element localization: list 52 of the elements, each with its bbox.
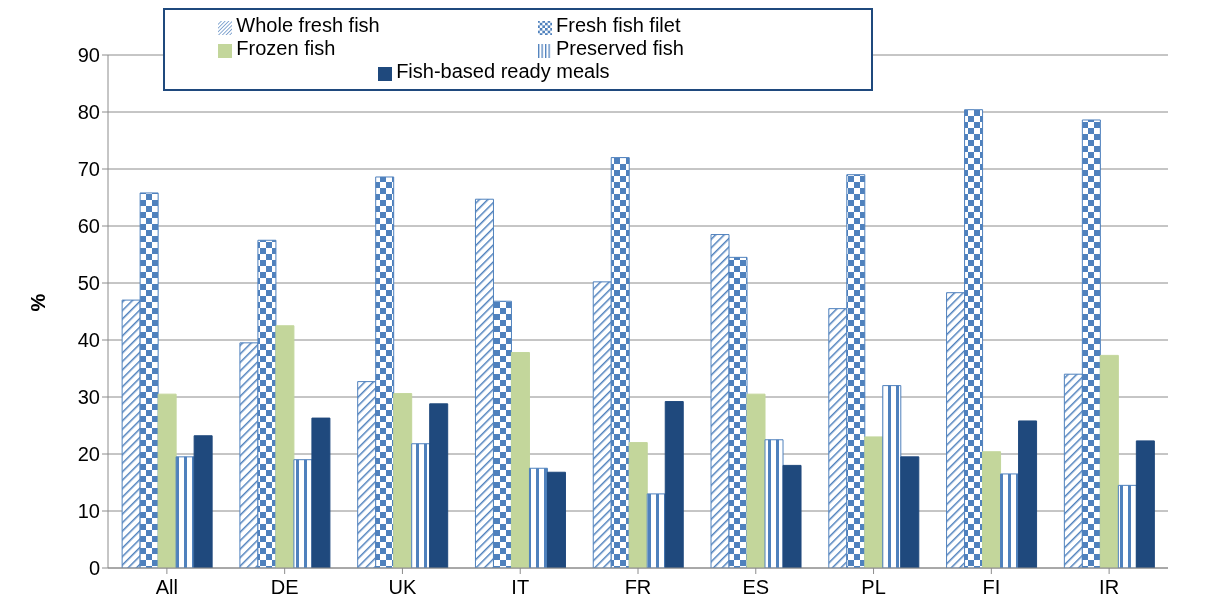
- bar: [1135, 440, 1155, 568]
- bar: [1117, 484, 1137, 568]
- bar: [746, 393, 766, 568]
- bar: [664, 401, 684, 568]
- x-tick-label: IT: [511, 576, 530, 599]
- bar: [982, 451, 1002, 568]
- y-tick-label: 70: [77, 158, 100, 181]
- y-tick-label: 50: [77, 272, 100, 295]
- x-tick-label: ES: [742, 576, 770, 599]
- x-tick-label: DE: [270, 576, 299, 599]
- x-tick-label: FR: [624, 576, 652, 599]
- y-tick-label: 40: [77, 329, 100, 352]
- bar: [393, 393, 413, 568]
- bar: [1018, 420, 1038, 568]
- legend-label: Frozen fish: [236, 37, 336, 59]
- bar: [764, 439, 784, 568]
- bar: [864, 436, 884, 568]
- legend-label: Whole fresh fish: [236, 14, 380, 36]
- y-tick-label: 80: [77, 101, 100, 124]
- bar: [411, 443, 431, 568]
- bar: [782, 464, 802, 568]
- x-tick-label: IR: [1099, 576, 1120, 599]
- y-tick-label: 60: [77, 215, 100, 238]
- bar: [275, 325, 295, 568]
- bar: [311, 417, 331, 568]
- x-tick-label: PL: [861, 576, 886, 599]
- bar: [157, 393, 177, 568]
- bar: [1099, 354, 1119, 568]
- bar: [193, 435, 213, 568]
- y-axis-title: %: [27, 293, 50, 312]
- bar: [429, 403, 449, 568]
- x-tick-label: FI: [982, 576, 1001, 599]
- bar: [882, 385, 902, 568]
- bar: [628, 442, 648, 568]
- legend-label: Fresh fish filet: [556, 14, 681, 36]
- x-tick-label: UK: [388, 576, 417, 599]
- y-tick-label: 30: [77, 386, 100, 409]
- x-tick-label: All: [155, 576, 179, 599]
- bar: [293, 459, 313, 568]
- bar: [1000, 473, 1020, 568]
- bar: [528, 467, 548, 568]
- y-tick-label: 20: [77, 443, 100, 466]
- bar: [900, 456, 920, 568]
- bar: [646, 493, 666, 568]
- y-tick-label: 0: [88, 557, 100, 580]
- y-tick-label: 10: [77, 500, 100, 523]
- bar: [175, 456, 195, 568]
- bar: [546, 471, 566, 568]
- legend-label: Preserved fish: [556, 37, 684, 59]
- y-tick-label: 90: [77, 44, 100, 67]
- bar: [510, 352, 530, 568]
- legend-label: Fish-based ready meals: [396, 60, 610, 82]
